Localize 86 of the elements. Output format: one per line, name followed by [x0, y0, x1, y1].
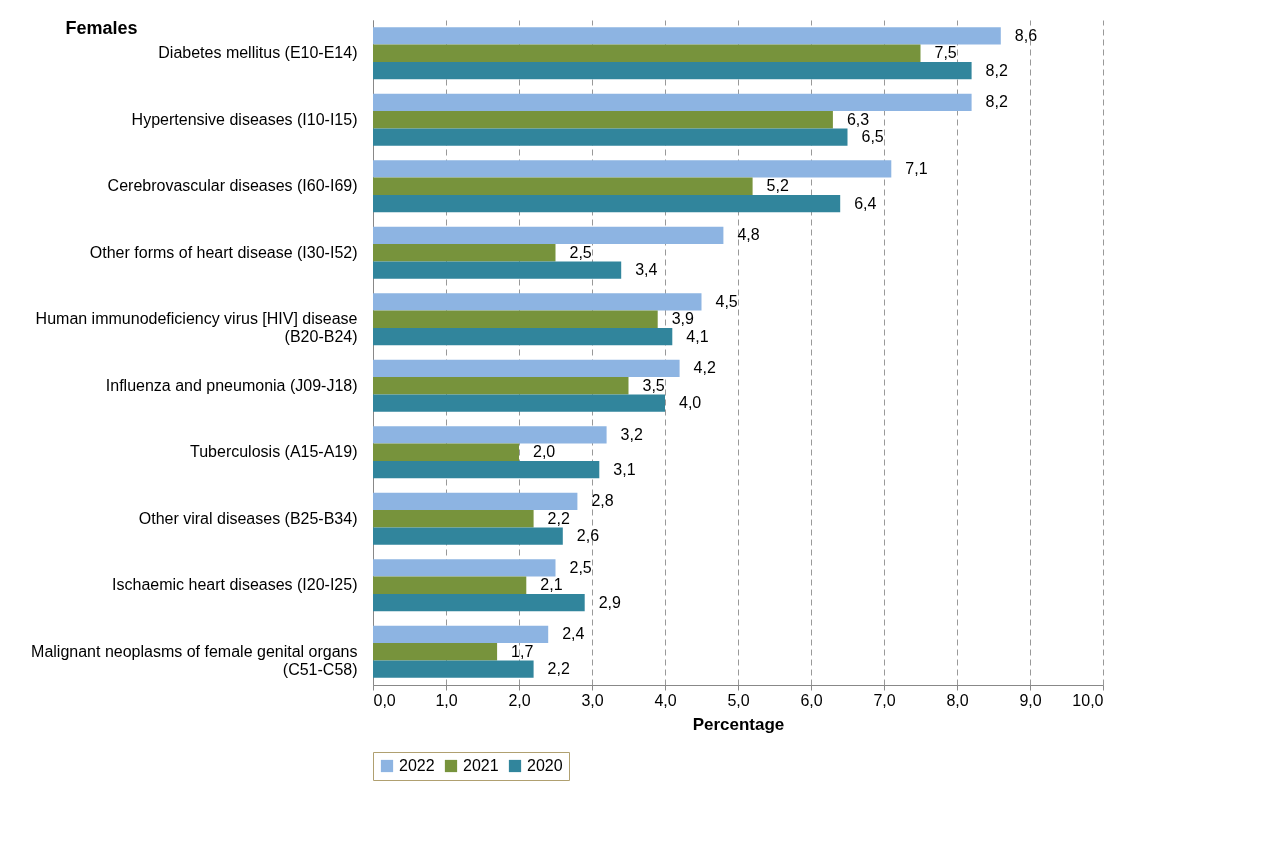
bar: [373, 443, 519, 461]
y-tick-label: Ischaemic heart diseases (I20-I25): [112, 576, 358, 594]
bar: [373, 625, 549, 644]
bar: [373, 327, 673, 346]
x-tick-label: 0,0: [373, 691, 396, 709]
data-label: 2,1: [540, 576, 563, 594]
data-label: 2,0: [533, 443, 556, 461]
data-label: 2,4: [562, 625, 585, 643]
y-tick-label: Diabetes mellitus (E10-E14): [158, 44, 358, 62]
bar: [373, 244, 556, 262]
x-tick-label: 1,0: [435, 691, 458, 709]
bar: [373, 310, 658, 328]
bar: [373, 527, 563, 545]
data-label: 3,1: [613, 460, 636, 478]
legend-label: 2022: [399, 757, 435, 774]
data-label: 8,2: [985, 93, 1008, 111]
y-tick-label: Human immunodeficiency virus [HIV] disease (B20-B24): [35, 310, 358, 346]
data-label: 4,5: [715, 292, 738, 310]
y-tick-label: Hypertensive diseases (I10-I15): [131, 110, 358, 128]
data-label: 6,3: [846, 110, 870, 128]
x-tick-label: 6,0: [800, 691, 823, 709]
bar: [373, 194, 841, 213]
data-label: 2,8: [591, 492, 614, 510]
y-tick-label: Other forms of heart disease (I30-I52): [89, 243, 358, 261]
data-label: 3,9: [671, 310, 695, 328]
text: Females: [65, 18, 138, 38]
bar: [373, 394, 665, 412]
bar: [373, 128, 848, 146]
bar: [373, 226, 724, 245]
legend-label: 2020: [527, 757, 563, 774]
data-label: 2,9: [598, 593, 622, 611]
legend-label: 2021: [463, 757, 499, 774]
data-label: 2,2: [547, 660, 570, 678]
data-label: 6,4: [854, 194, 877, 212]
y-tick-label: Other viral diseases (B25-B34): [138, 509, 358, 527]
bar: [373, 177, 753, 195]
bar: [373, 261, 622, 279]
data-label: 1,7: [511, 642, 534, 660]
data-label: 2,2: [547, 509, 570, 527]
y-tick-label: Influenza and pneumonia (J09-J18): [105, 376, 358, 394]
data-label: 2,5: [569, 243, 592, 261]
x-tick-label: 7,0: [873, 691, 896, 709]
data-label: 2,5: [569, 558, 592, 576]
data-label: 4,1: [686, 327, 709, 345]
bar: [373, 111, 833, 129]
x-tick-label: 3,0: [581, 691, 604, 709]
bar: [373, 492, 578, 511]
bar: [373, 643, 498, 661]
x-tick-label: 2,0: [508, 691, 531, 709]
bar: [373, 44, 921, 62]
bar: [373, 160, 892, 178]
bar: [373, 359, 680, 378]
data-label: 7,1: [905, 159, 928, 177]
x-tick-label: 4,0: [654, 691, 677, 709]
data-label: 4,8: [737, 226, 760, 244]
bar: [373, 426, 607, 444]
bar: [373, 27, 1001, 45]
bar: [373, 576, 527, 594]
x-tick-label: 8,0: [946, 691, 969, 709]
bar: [373, 61, 972, 80]
bar: [373, 377, 629, 395]
data-label: 7,5: [934, 44, 957, 62]
bar: [373, 460, 600, 479]
data-label: 4,2: [693, 359, 716, 377]
bar: [373, 293, 702, 311]
x-tick-label: 5,0: [727, 691, 750, 709]
bar: [373, 510, 534, 528]
x-tick-label: 9,0: [1019, 691, 1042, 709]
x-tick-label: 10,0: [1072, 691, 1104, 709]
data-label: 8,2: [985, 61, 1008, 79]
x-axis-title: Percentage: [692, 714, 785, 734]
data-label: 3,4: [635, 261, 658, 279]
bar: [373, 93, 972, 112]
data-label: 3,5: [642, 376, 665, 394]
y-tick-label: Cerebrovascular diseases (I60-I69): [107, 177, 358, 195]
data-label: 5,2: [766, 177, 789, 195]
bar: [373, 559, 556, 577]
data-label: 8,6: [1014, 26, 1038, 44]
y-tick-label: Malignant neoplasms of female genital organs (C51-C58): [31, 642, 358, 678]
data-label: 4,0: [679, 394, 702, 412]
data-label: 6,5: [861, 128, 884, 146]
bar: [373, 660, 534, 678]
y-tick-label: Tuberculosis (A15-A19): [190, 443, 358, 461]
data-label: 3,2: [620, 425, 643, 443]
data-label: 2,6: [576, 527, 600, 545]
bar: [373, 593, 585, 612]
